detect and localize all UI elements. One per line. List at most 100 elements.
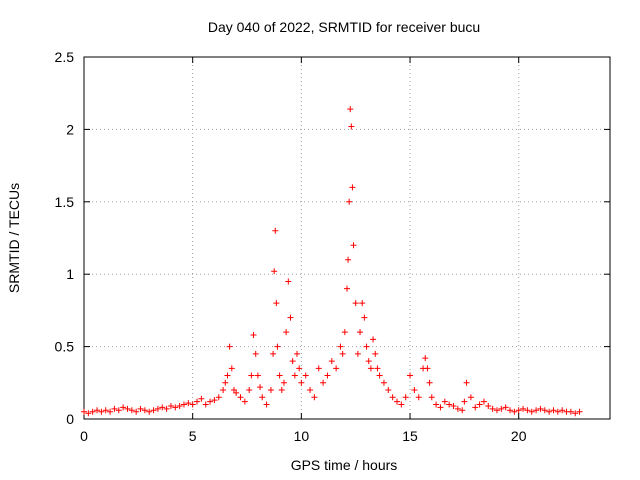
data-point <box>524 407 531 414</box>
data-point <box>446 401 453 408</box>
data-point <box>546 408 553 415</box>
data-point <box>422 355 429 362</box>
x-tick-label: 0 <box>80 428 88 444</box>
data-point <box>185 400 192 407</box>
data-point <box>215 394 222 401</box>
data-point <box>296 365 303 372</box>
data-point <box>576 408 583 415</box>
data-point <box>270 350 277 357</box>
data-point <box>463 379 470 386</box>
data-point <box>271 268 278 275</box>
data-point <box>428 394 435 401</box>
data-point <box>415 394 422 401</box>
data-point <box>289 358 296 365</box>
data-point <box>433 401 440 408</box>
data-point <box>493 407 500 414</box>
data-point <box>376 372 383 379</box>
y-tick-label: 1 <box>66 266 74 282</box>
data-point <box>222 379 229 386</box>
data-point <box>180 401 187 408</box>
data-point <box>572 410 579 417</box>
data-point <box>273 300 280 307</box>
data-point <box>85 410 92 417</box>
data-point <box>347 106 354 113</box>
data-points <box>81 106 583 417</box>
data-point <box>120 404 127 411</box>
data-point <box>537 405 544 412</box>
grid <box>84 57 610 419</box>
x-tick-label: 5 <box>189 428 197 444</box>
data-point <box>198 395 205 402</box>
data-point <box>407 372 414 379</box>
data-point <box>554 408 561 415</box>
data-point <box>128 407 135 414</box>
data-point <box>359 300 366 307</box>
data-point <box>267 387 274 394</box>
data-point <box>167 402 174 409</box>
data-point <box>511 408 518 415</box>
data-point <box>346 198 353 205</box>
data-point <box>515 407 522 414</box>
data-point <box>291 372 298 379</box>
data-point <box>352 300 359 307</box>
data-point <box>363 343 370 350</box>
data-point <box>348 123 355 130</box>
x-tick-label: 10 <box>294 428 310 444</box>
data-point <box>339 350 346 357</box>
data-point <box>485 402 492 409</box>
data-point <box>411 387 418 394</box>
plot-frame <box>83 56 611 420</box>
data-point <box>159 404 166 411</box>
data-point <box>344 285 350 292</box>
data-point <box>472 404 479 411</box>
data-point <box>146 408 153 415</box>
data-point <box>374 365 381 372</box>
data-point <box>507 407 514 414</box>
data-point <box>298 379 305 386</box>
data-point <box>559 407 566 414</box>
data-point <box>250 332 257 339</box>
data-point <box>246 387 253 394</box>
data-point <box>81 408 87 415</box>
x-tick-label: 20 <box>511 428 527 444</box>
data-point <box>461 398 468 405</box>
data-point <box>349 184 356 191</box>
data-point <box>285 278 292 285</box>
data-point <box>389 394 396 401</box>
data-point <box>163 405 170 412</box>
data-point <box>385 387 392 394</box>
data-point <box>328 358 335 365</box>
data-point <box>263 401 270 408</box>
data-point <box>365 358 372 365</box>
data-point <box>550 407 557 414</box>
data-point <box>402 394 409 401</box>
data-point <box>272 227 279 234</box>
y-tick-label: 2 <box>66 121 74 137</box>
data-point <box>224 372 231 379</box>
data-point <box>189 401 196 408</box>
data-point <box>307 387 314 394</box>
data-point <box>276 372 283 379</box>
y-axis-label: SRMTID / TECUs <box>6 183 22 293</box>
data-point <box>211 397 218 404</box>
data-point <box>176 402 183 409</box>
data-point <box>194 398 201 405</box>
data-point <box>202 401 209 408</box>
data-point <box>441 398 448 405</box>
data-point <box>324 372 331 379</box>
data-point <box>137 405 144 412</box>
y-tick-label: 0.5 <box>55 339 75 355</box>
data-point <box>94 407 101 414</box>
chart-title: Day 040 of 2022, SRMTID for receiver buc… <box>208 19 480 35</box>
data-point <box>241 398 248 405</box>
data-point <box>345 256 352 263</box>
data-point <box>450 402 457 409</box>
data-point <box>337 343 344 350</box>
data-point <box>172 404 179 411</box>
data-point <box>287 314 294 321</box>
data-point <box>226 343 233 350</box>
data-point <box>398 401 405 408</box>
data-point <box>315 365 322 372</box>
data-point <box>480 398 487 405</box>
